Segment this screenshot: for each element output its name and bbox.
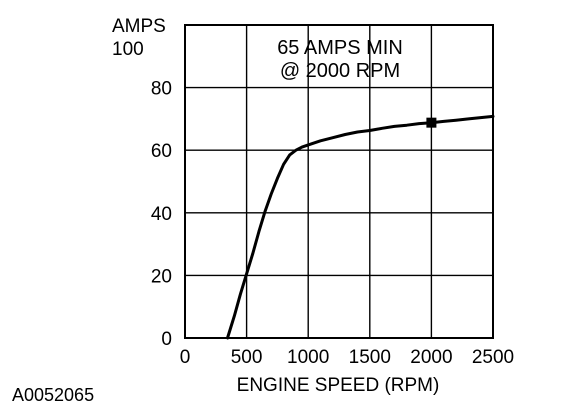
y-tick-label-80: 80 bbox=[151, 79, 172, 100]
x-tick-label-2500: 2500 bbox=[472, 347, 514, 368]
annotation-line-2: @ 2000 RPM bbox=[280, 60, 400, 82]
annotation-line-1: 65 AMPS MIN bbox=[277, 37, 403, 59]
x-tick-label-0: 0 bbox=[180, 347, 191, 368]
plot-border bbox=[184, 24, 494, 339]
y-tick-labels: 0 20 40 60 80 100 bbox=[112, 39, 172, 350]
x-tick-labels: 0 500 1000 1500 2000 2500 bbox=[180, 347, 514, 368]
y-tick-label-60: 60 bbox=[151, 141, 172, 162]
x-tick-label-500: 500 bbox=[231, 347, 263, 368]
x-tick-label-1500: 1500 bbox=[349, 347, 391, 368]
y-tick-label-40: 40 bbox=[151, 204, 172, 225]
y-tick-label-0: 0 bbox=[161, 329, 172, 350]
x-tick-label-2000: 2000 bbox=[410, 347, 452, 368]
series-layer bbox=[226, 114, 495, 340]
y-axis-title: AMPS bbox=[112, 16, 166, 37]
x-axis-label: ENGINE SPEED (RPM) bbox=[237, 375, 440, 396]
y-tick-label-100: 100 bbox=[112, 39, 144, 60]
y-tick-label-20: 20 bbox=[151, 266, 172, 287]
plot-frame bbox=[184, 24, 494, 339]
figure-reference: A0052065 bbox=[12, 385, 94, 405]
grid-lines bbox=[185, 25, 493, 338]
x-tick-label-1000: 1000 bbox=[287, 347, 329, 368]
data-point-marker bbox=[426, 117, 437, 128]
